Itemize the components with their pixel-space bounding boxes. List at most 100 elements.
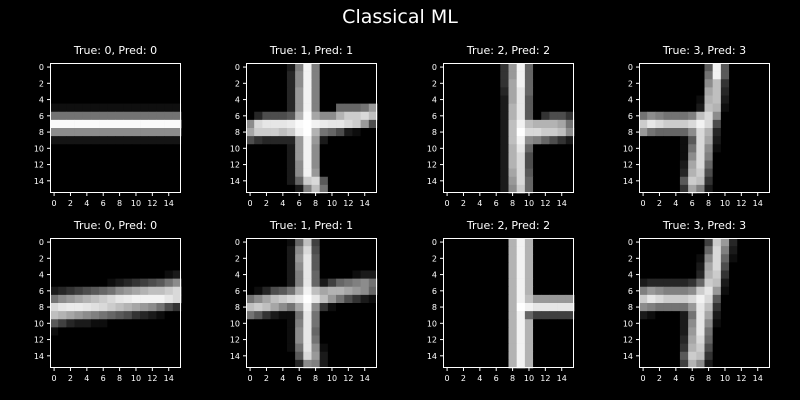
- heatmap-cell: [492, 95, 501, 104]
- heatmap-cell: [516, 319, 526, 328]
- heatmap-cell: [516, 351, 526, 361]
- heatmap-cell: [131, 184, 141, 194]
- heatmap-cell: [557, 351, 567, 361]
- heatmap-cell: [761, 87, 771, 96]
- heatmap-cell: [327, 327, 337, 336]
- heatmap-cell: [565, 351, 575, 361]
- heatmap-cell: [500, 152, 509, 161]
- heatmap-cell: [639, 286, 648, 296]
- heatmap-cell: [50, 278, 59, 288]
- heatmap-cell: [336, 160, 345, 169]
- heatmap-cell: [90, 103, 100, 113]
- heatmap-cell: [303, 359, 312, 369]
- heatmap-cell: [164, 294, 174, 304]
- heatmap-cell: [148, 327, 157, 336]
- heatmap-cell: [58, 278, 67, 288]
- heatmap-cell: [745, 87, 754, 96]
- heatmap-cell: [327, 63, 337, 72]
- x-tick-label: 0: [52, 374, 57, 383]
- heatmap-cell: [549, 270, 558, 279]
- heatmap-cell: [50, 359, 59, 369]
- heatmap-cell: [761, 319, 771, 328]
- heatmap-cell: [655, 343, 664, 353]
- heatmap-cell: [671, 319, 681, 328]
- heatmap-cell: [508, 319, 518, 328]
- heatmap-cell: [729, 327, 738, 336]
- heatmap-cell: [451, 303, 460, 312]
- heatmap-cell: [172, 238, 182, 247]
- heatmap-cell: [671, 254, 681, 263]
- heatmap-cell: [541, 311, 550, 320]
- heatmap-cell: [107, 63, 116, 72]
- heatmap-cell: [516, 294, 526, 304]
- heatmap-cell: [99, 319, 108, 328]
- heatmap-cell: [688, 111, 697, 121]
- heatmap-cell: [459, 87, 468, 96]
- heatmap-cell: [164, 119, 174, 129]
- x-tick-label: 0: [248, 374, 253, 383]
- heatmap-cell: [140, 103, 149, 113]
- heatmap-cell: [90, 238, 100, 247]
- y-tick-label: 0: [235, 238, 240, 247]
- heatmap-cell: [565, 343, 575, 353]
- heatmap-cell: [344, 119, 353, 129]
- heatmap-cell: [131, 294, 141, 304]
- figure-title: Classical ML: [342, 6, 458, 28]
- heatmap-cell: [278, 95, 288, 104]
- heatmap-cell: [99, 262, 108, 271]
- heatmap-cell: [156, 176, 165, 186]
- heatmap-cell: [140, 168, 149, 178]
- heatmap-cell: [270, 63, 280, 72]
- heatmap-cell: [647, 294, 656, 304]
- heatmap-cell: [533, 136, 542, 145]
- heatmap-cell: [704, 128, 714, 137]
- heatmap-cell: [516, 359, 526, 369]
- heatmap-cell: [557, 119, 567, 129]
- heatmap-cell: [107, 270, 116, 279]
- heatmap-cell: [172, 128, 182, 137]
- heatmap-cell: [50, 160, 59, 169]
- heatmap-cell: [647, 168, 656, 178]
- y-tick-label: 8: [628, 128, 633, 137]
- heatmap-cell: [319, 327, 329, 336]
- heatmap-cell: [500, 335, 509, 344]
- heatmap-cell: [262, 136, 271, 145]
- heatmap-cell: [246, 63, 255, 72]
- heatmap-cell: [729, 111, 738, 121]
- heatmap-cell: [679, 303, 689, 312]
- heatmap-cell: [516, 327, 526, 336]
- heatmap-cell: [172, 286, 182, 296]
- heatmap-cell: [679, 176, 689, 186]
- heatmap-cell: [295, 79, 304, 88]
- heatmap-cell: [533, 311, 542, 320]
- heatmap-cell: [745, 111, 754, 121]
- heatmap-cell: [679, 238, 689, 247]
- heatmap-cell: [696, 168, 705, 178]
- heatmap-cell: [66, 160, 75, 169]
- heatmap-cell: [164, 63, 174, 72]
- heatmap-cell: [655, 335, 664, 344]
- heatmap-cell: [459, 168, 468, 178]
- heatmap-cell: [286, 79, 296, 88]
- heatmap-cell: [50, 111, 59, 121]
- heatmap-cell: [368, 87, 378, 96]
- heatmap-cell: [74, 343, 84, 353]
- heatmap-cell: [164, 262, 174, 271]
- heatmap-cell: [360, 286, 370, 296]
- heatmap-cell: [66, 119, 75, 129]
- heatmap-cell: [483, 327, 493, 336]
- heatmap-cell: [459, 152, 468, 161]
- heatmap-cell: [647, 176, 656, 186]
- heatmap-cell: [639, 303, 648, 312]
- heatmap-cell: [541, 184, 550, 194]
- heatmap-cell: [671, 111, 681, 121]
- x-tick-label: 8: [706, 199, 711, 208]
- heatmap-cell: [712, 160, 722, 169]
- heatmap-cell: [107, 238, 116, 247]
- y-tick-label: 2: [432, 79, 437, 88]
- heatmap-cell: [475, 311, 485, 320]
- heatmap-cell: [82, 87, 92, 96]
- heatmap-cell: [66, 128, 75, 137]
- heatmap-cell: [123, 63, 133, 72]
- heatmap-cell: [336, 152, 345, 161]
